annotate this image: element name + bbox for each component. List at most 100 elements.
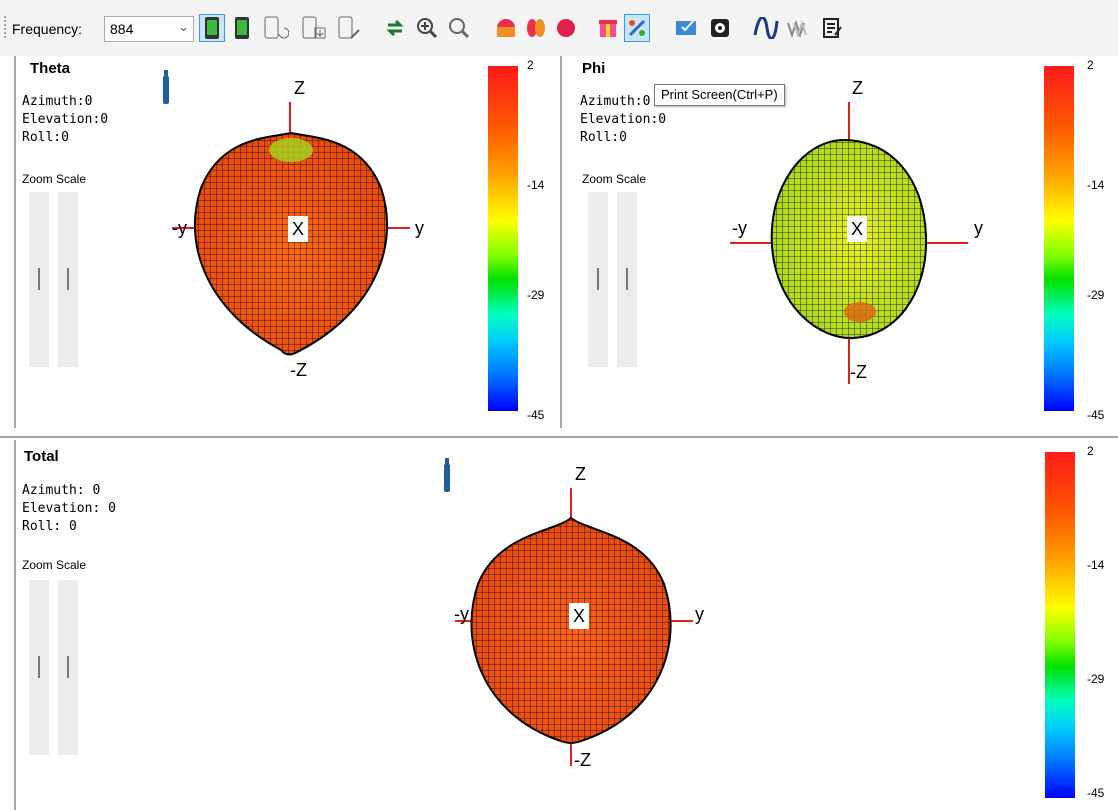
panel-title: Phi [582,60,606,77]
phone-green-2-button[interactable] [229,14,255,42]
gift-box-icon [599,20,617,37]
colorbar-tick: -29 [1087,288,1105,302]
x-axis-label: X [569,603,589,629]
x-axis-label: X [847,216,867,242]
total-panel[interactable]: Total Azimuth: 0 Elevation: 0 Roll: 0 Zoom… [0,440,1118,810]
zoom-slider-thumb[interactable] [597,268,599,290]
frequency-value: 884 [110,21,134,37]
sphere-red-icon [557,19,575,37]
panel-divider [0,436,1118,438]
phone-download-button[interactable] [301,14,327,42]
wave-button[interactable] [753,14,779,42]
elevation-text: Elevation:0 [580,112,667,127]
panel-title: Total [24,448,59,465]
azimuth-text: Azimuth: 0 [22,483,101,498]
zoom-out-icon [449,18,470,39]
monitor-check-button[interactable] [674,14,700,42]
panel-border [560,56,562,428]
zoom-slider[interactable] [29,192,49,367]
colorbar-tick: -29 [527,288,545,302]
z-axis-label: Z [294,78,305,98]
zoom-slider-thumb[interactable] [38,656,40,678]
zoom-in-button[interactable] [414,14,440,42]
phone-green-icon [205,17,219,39]
phi-panel[interactable]: Phi Azimuth:0 Elevation:0 Roll:0 Zoom Scal… [572,56,1118,428]
print-screen-tooltip: Print Screen(Ctrl+P) [654,84,785,106]
zoom-out-button[interactable] [446,14,472,42]
y-axis-label: y [974,218,983,238]
x-axis-label: X [288,216,308,242]
sphere-red-button[interactable] [553,14,579,42]
colorbar-tick: -29 [1087,672,1105,686]
phone-green-button[interactable] [199,14,225,42]
phone-green-2-icon [235,17,249,39]
zoom-slider[interactable] [29,580,49,755]
gift-box-button[interactable] [595,14,621,42]
neg-y-axis-label: -y [454,604,469,624]
print-screen-button[interactable] [624,14,650,42]
zoom-scale-label: Zoom Scale [582,172,647,186]
swap-button[interactable] [382,14,408,42]
wave-icon [753,17,779,39]
neg-y-axis-label: -y [732,218,747,238]
colorbar-tick: -14 [527,178,545,192]
toolbar: Frequency: 884 ⌄ [0,0,1118,56]
colorbar-tick: 2 [1087,58,1094,72]
scale-slider[interactable] [617,192,637,367]
multi-wave-icon [787,19,807,39]
colorbar [1044,66,1074,411]
zoom-in-icon [417,18,438,39]
orientation-info: Azimuth:0 Elevation:0 Roll:0 [580,93,666,147]
antenna-marker-icon [444,458,450,492]
panel-border [14,440,16,810]
sphere-split-button[interactable] [523,14,549,42]
z-axis-label: Z [575,464,586,484]
gear-box-button[interactable] [707,14,733,42]
colorbar-tick: 2 [527,58,534,72]
roll-text: Roll:0 [22,130,69,145]
multi-wave-button[interactable] [786,14,812,42]
notes-icon [823,18,842,38]
phone-download-icon [302,16,326,39]
notes-button[interactable] [819,14,845,42]
monitor-check-icon [676,18,696,35]
total-radiation-pattern [470,516,672,744]
y-axis-label: y [415,218,424,238]
frequency-label: Frequency: [12,21,83,37]
phone-rotate-button[interactable] [263,14,289,42]
scale-slider-thumb[interactable] [67,656,69,678]
azimuth-text: Azimuth:0 [580,94,651,109]
sphere-split-icon [527,19,545,37]
azimuth-text: Azimuth:0 [22,94,93,109]
zoom-slider[interactable] [588,192,608,367]
phone-rotate-icon [264,16,289,39]
toolbar-grip[interactable] [4,16,6,38]
chevron-down-icon[interactable]: ⌄ [178,19,189,34]
neg-z-axis-label: -Z [850,362,867,382]
orientation-info: Azimuth:0 Elevation:0 Roll:0 [22,93,108,147]
swap-arrows-icon [386,19,404,37]
z-axis-label: Z [852,78,863,98]
scale-slider[interactable] [58,580,78,755]
elevation-text: Elevation: 0 [22,501,116,516]
panel-border [14,56,16,428]
sphere-half-icon [497,19,515,37]
colorbar-tick: -45 [1087,408,1105,422]
gear-box-icon [711,19,729,37]
panel-title: Theta [30,60,71,77]
colorbar-tick: -14 [1087,558,1105,572]
roll-text: Roll:0 [580,130,627,145]
zoom-slider-thumb[interactable] [38,268,40,290]
phone-edit-button[interactable] [337,14,363,42]
scale-slider[interactable] [58,192,78,367]
scale-slider-thumb[interactable] [67,268,69,290]
sphere-half-button[interactable] [493,14,519,42]
roll-text: Roll: 0 [22,519,77,534]
colorbar-tick: -45 [1087,786,1105,800]
elevation-text: Elevation:0 [22,112,109,127]
theta-panel[interactable]: Theta Azimuth:0 Elevation:0 Roll:0 Zoom Sc… [0,56,570,428]
scale-slider-thumb[interactable] [626,268,628,290]
colorbar [488,66,518,411]
frequency-select[interactable]: 884 ⌄ [104,16,194,42]
colorbar-tick: 2 [1087,444,1094,458]
